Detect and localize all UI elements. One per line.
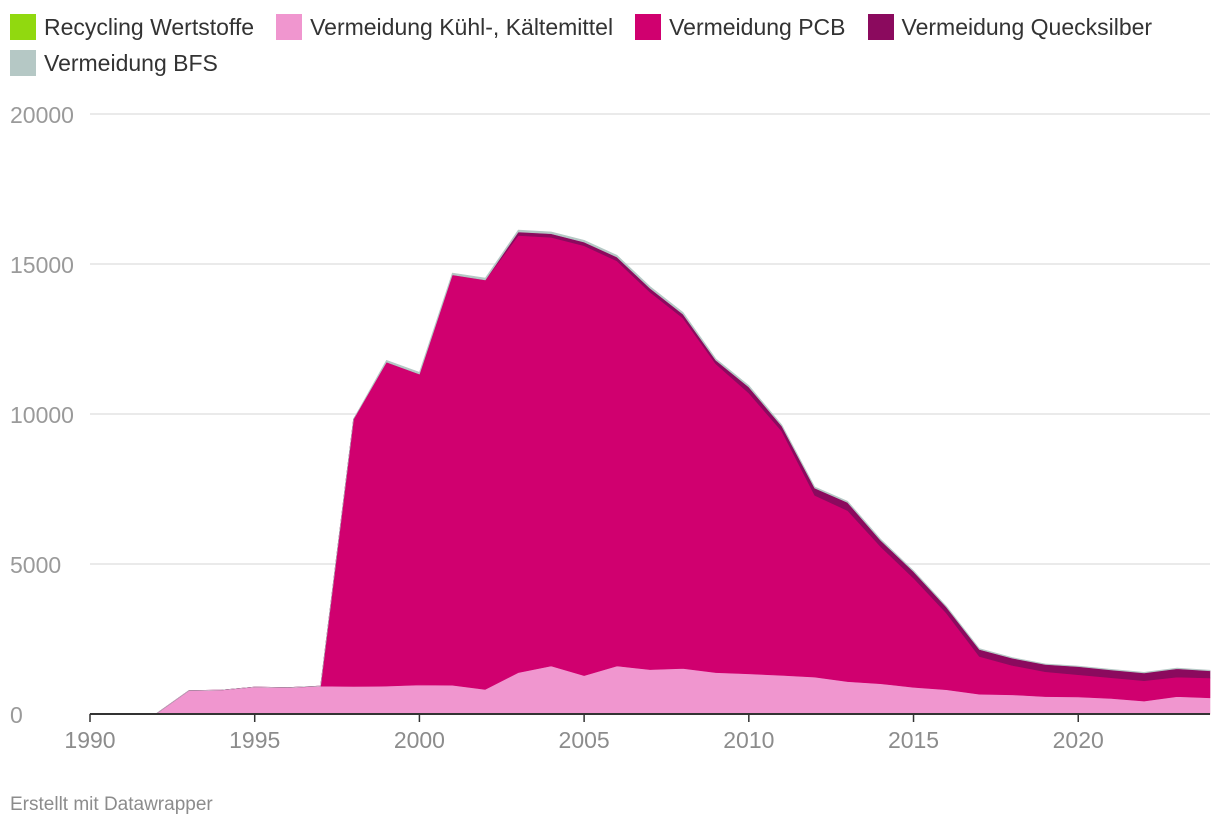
legend-label: Vermeidung Kühl-, Kältemittel: [310, 13, 614, 40]
x-tick-label: 2000: [394, 727, 445, 753]
legend-swatch: [10, 14, 36, 40]
legend-label: Vermeidung Quecksilber: [901, 13, 1153, 40]
x-tick-label: 2020: [1053, 727, 1104, 753]
credit-text: Erstellt mit Datawrapper: [10, 794, 213, 815]
y-tick-label: 5000: [10, 552, 61, 578]
legend: Recycling Wertstoffe Vermeidung Kühl-, Kä…: [10, 10, 1210, 80]
series-areas: [89, 229, 1211, 715]
legend-item-vermeidung-quecksilber: Vermeidung Quecksilber: [867, 10, 1153, 44]
legend-label: Vermeidung PCB: [669, 13, 846, 40]
x-tick-label: 2015: [888, 727, 939, 753]
y-tick-label: 15000: [10, 252, 74, 278]
area-chart: 0 5000 10000 15000 20000 1990 1995 2000 2005 2010…: [10, 102, 1211, 753]
legend-item-vermeidung-bfs: Vermeidung BFS: [10, 46, 218, 80]
x-tick-label: 2010: [723, 727, 774, 753]
x-tick-label: 2005: [559, 727, 610, 753]
legend-item-vermeidung-pcb: Vermeidung PCB: [635, 10, 846, 44]
legend-swatch: [867, 14, 894, 40]
legend-swatch: [10, 50, 36, 76]
y-tick-label: 10000: [10, 402, 74, 428]
legend-label: Vermeidung BFS: [44, 49, 218, 76]
legend-item-vermeidung-kuehl-kaeltemittel: Vermeidung Kühl-, Kältemittel: [276, 10, 613, 44]
legend-item-recycling-wertstoffe: Recycling Wertstoffe: [10, 10, 254, 44]
legend-label: Recycling Wertstoffe: [44, 13, 255, 40]
legend-swatch: [635, 14, 662, 40]
x-tick-label: 1995: [229, 727, 280, 753]
y-tick-label: 20000: [10, 102, 74, 128]
area-vermeidung-pcb: [89, 235, 1211, 715]
x-tick-label: 1990: [64, 727, 115, 753]
area-vermeidung-bfs: [89, 229, 1211, 715]
y-tick-label: 0: [10, 702, 23, 728]
legend-swatch: [276, 14, 303, 40]
